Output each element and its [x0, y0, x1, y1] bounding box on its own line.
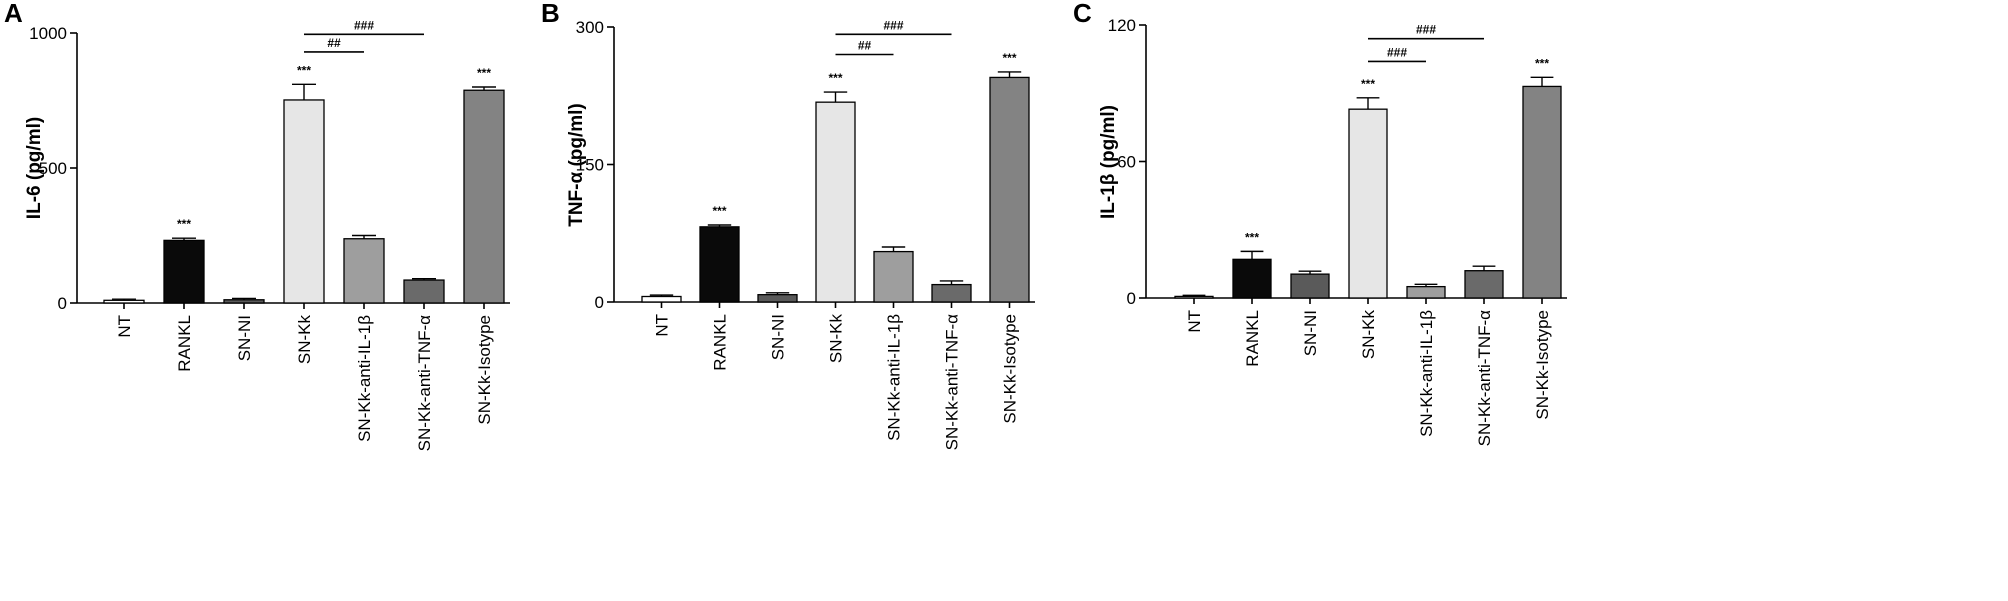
bar: [815, 101, 856, 303]
significance-label: ***: [1361, 77, 1375, 91]
significance-label: ***: [1002, 51, 1016, 65]
x-tick-label: SN-NI: [769, 314, 788, 360]
comparison-label: ##: [858, 39, 872, 53]
panel-letter: C: [1073, 0, 1092, 28]
panel-c: C IL-1β (pg/ml) 0 60 120 NT RANKL *** SN-NI SN-Kk…: [1073, 0, 1567, 446]
x-tick-label: SN-Kk-anti-TNF-α: [1475, 310, 1494, 447]
bar: [989, 76, 1030, 303]
y-axis-label: TNF-α (pg/ml): [566, 103, 587, 227]
y-tick-label: 120: [1108, 16, 1136, 35]
y-tick-label: 1000: [29, 24, 67, 43]
bar: [1464, 270, 1504, 299]
x-tick-label: SN-Kk: [295, 315, 314, 365]
comparison-label: ###: [354, 18, 374, 32]
bar: [1290, 273, 1330, 299]
bar: [103, 299, 145, 304]
bar: [1348, 108, 1388, 299]
bar: [283, 99, 325, 304]
bar: [873, 250, 914, 303]
significance-label: ***: [712, 204, 726, 218]
x-tick-label: SN-NI: [1301, 310, 1320, 356]
panel-a: A IL-6 (pg/ml) 0 500 1000 NT RANKL *** SN-NI SN-K…: [4, 0, 510, 451]
x-tick-label: NT: [1185, 310, 1204, 333]
significance-label: ***: [1535, 56, 1549, 70]
y-axis-label: IL-1β (pg/ml): [1098, 105, 1119, 219]
x-tick-label: SN-NI: [235, 315, 254, 361]
x-tick-label: SN-Kk: [827, 314, 846, 364]
comparison-label: ###: [1416, 23, 1436, 37]
x-tick-label: SN-Kk-anti-TNF-α: [415, 315, 434, 452]
y-tick-label: 0: [595, 293, 604, 312]
x-tick-label: RANKL: [1243, 310, 1262, 367]
bar: [463, 89, 505, 304]
panel-letter: B: [541, 0, 560, 28]
x-tick-label: RANKL: [175, 315, 194, 372]
panel-b: B TNF-α (pg/ml) 0 150 300 NT RANKL *** SN-NI SN-K…: [541, 0, 1035, 450]
significance-label: ***: [297, 63, 311, 77]
bar: [223, 299, 265, 304]
x-tick-label: SN-Kk-anti-IL-1β: [1417, 310, 1436, 437]
y-axis-label: IL-6 (pg/ml): [24, 117, 45, 219]
bar: [163, 239, 205, 304]
x-tick-label: SN-Kk-Isotype: [475, 315, 494, 425]
comparison-label: ##: [327, 36, 341, 50]
bar: [757, 294, 798, 303]
bar: [403, 279, 445, 304]
bar: [1522, 85, 1562, 299]
y-tick-label: 300: [576, 18, 604, 37]
comparison-label: ###: [883, 18, 903, 32]
panel-letter: A: [4, 0, 23, 28]
x-tick-label: SN-Kk-anti-TNF-α: [943, 314, 962, 451]
comparison-label: ###: [1387, 45, 1407, 59]
bar: [931, 283, 972, 303]
significance-label: ***: [177, 217, 191, 231]
x-tick-label: RANKL: [711, 314, 730, 371]
y-tick-label: 0: [58, 294, 67, 313]
x-tick-label: NT: [115, 315, 134, 338]
bar: [699, 226, 740, 303]
y-tick-label: 500: [39, 159, 67, 178]
x-tick-label: SN-Kk: [1359, 310, 1378, 360]
significance-label: ***: [477, 66, 491, 80]
bar: [1174, 295, 1214, 299]
bar: [1232, 258, 1272, 299]
bar: [343, 238, 385, 304]
x-tick-label: NT: [653, 314, 672, 337]
bar: [641, 295, 682, 303]
x-tick-label: SN-Kk-anti-IL-1β: [885, 314, 904, 441]
y-tick-label: 150: [576, 156, 604, 175]
x-tick-label: SN-Kk-Isotype: [1533, 310, 1552, 420]
significance-label: ***: [828, 71, 842, 85]
y-tick-label: 0: [1127, 289, 1136, 308]
bar: [1406, 285, 1446, 299]
significance-label: ***: [1245, 230, 1259, 244]
x-tick-label: SN-Kk-anti-IL-1β: [355, 315, 374, 442]
x-tick-label: SN-Kk-Isotype: [1001, 314, 1020, 424]
y-tick-label: 60: [1117, 153, 1136, 172]
